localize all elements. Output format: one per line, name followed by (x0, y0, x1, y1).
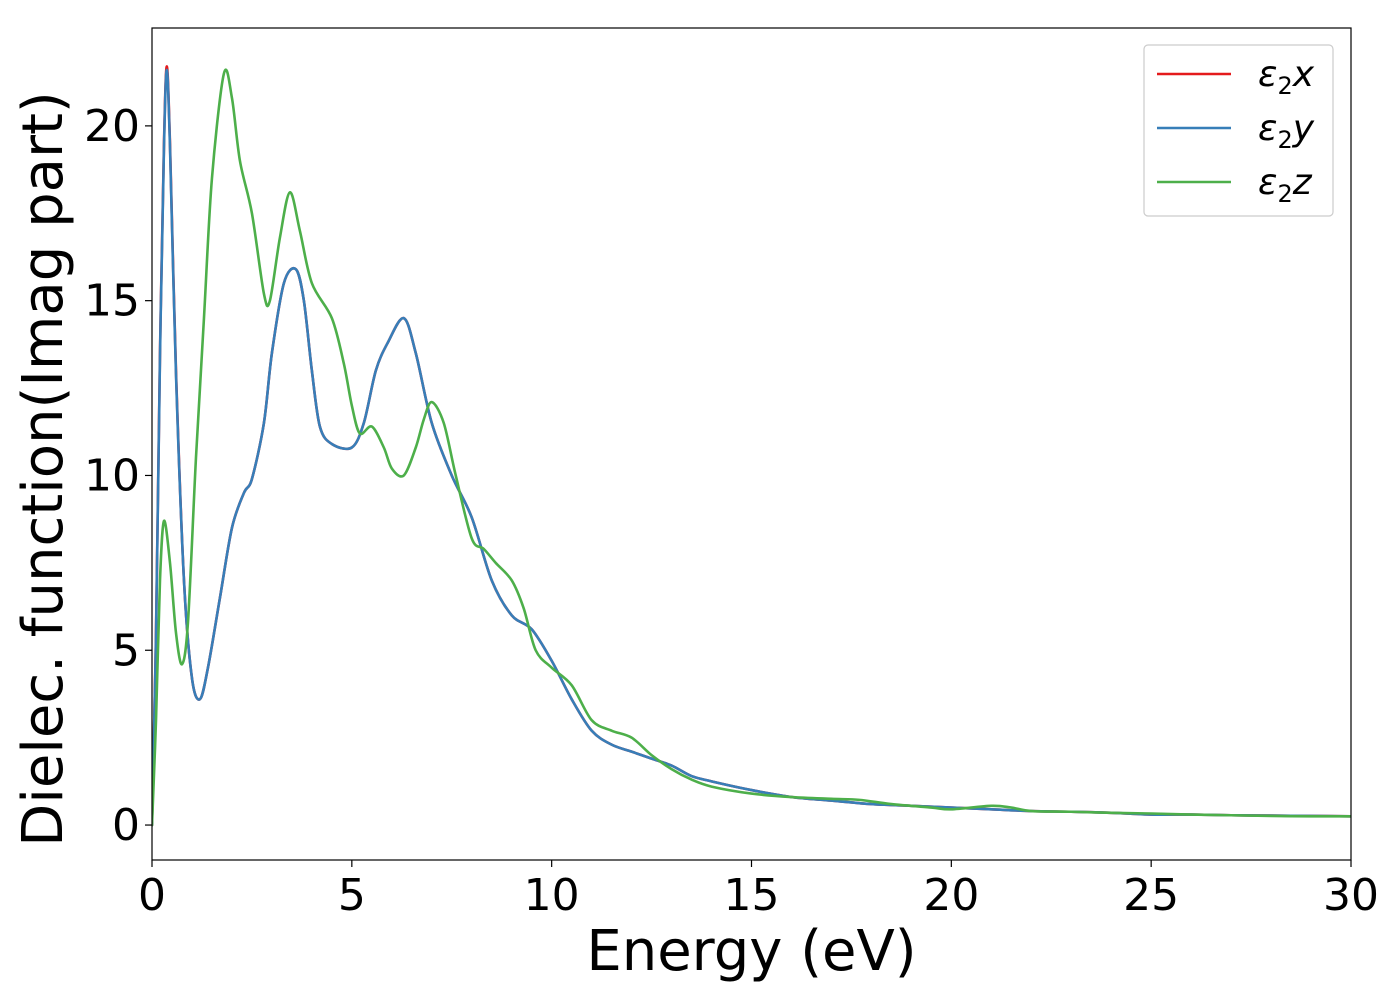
x-tick-label: 0 (138, 870, 166, 921)
x-axis-ticks: 0 5 10 15 20 25 30 (138, 860, 1379, 921)
y-tick-label: 15 (84, 276, 140, 327)
x-tick-label: 20 (923, 870, 979, 921)
x-tick-label: 15 (724, 870, 780, 921)
x-tick-label: 30 (1323, 870, 1379, 921)
y-tick-label: 10 (84, 450, 140, 501)
y-tick-label: 5 (112, 625, 140, 676)
y-axis-title: Dielec. function(Imag part) (11, 91, 76, 847)
x-tick-label: 25 (1123, 870, 1179, 921)
legend: ε2x ε2y ε2z (1143, 44, 1334, 217)
plot-lines (152, 65, 1351, 827)
series-line-z (152, 68, 1351, 827)
y-tick-label: 20 (84, 101, 140, 152)
legend-label-z: ε2z (1258, 162, 1313, 208)
x-axis-title: Energy (eV) (586, 919, 916, 984)
legend-label-x: ε2x (1258, 54, 1315, 100)
x-tick-label: 10 (524, 870, 580, 921)
y-tick-label: 0 (112, 800, 140, 851)
legend-label-y: ε2y (1258, 108, 1315, 154)
legend-box (1143, 44, 1334, 217)
y-axis-ticks: 0 5 10 15 20 (84, 101, 152, 851)
x-tick-label: 5 (338, 870, 366, 921)
